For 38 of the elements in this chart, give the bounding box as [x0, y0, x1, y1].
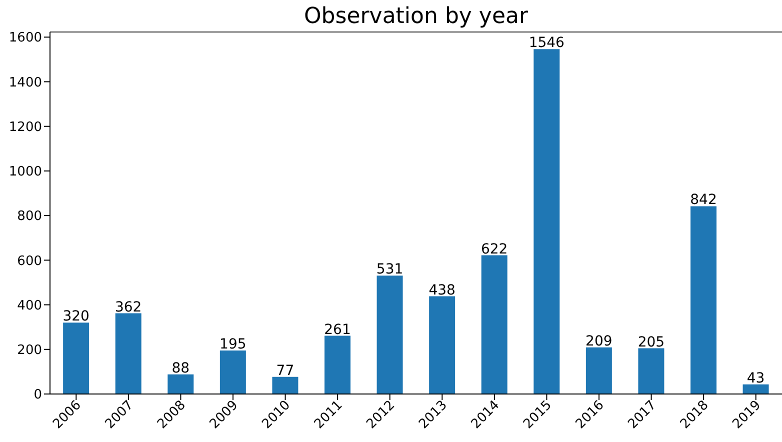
data-label: 205	[638, 334, 665, 350]
y-tick-label: 800	[17, 209, 42, 224]
bar	[324, 336, 350, 394]
y-tick-label: 200	[17, 343, 42, 358]
bar	[534, 49, 560, 394]
bar	[168, 374, 194, 394]
bar	[115, 313, 142, 394]
y-tick-label: 1400	[8, 75, 42, 90]
chart-title: Observation by year	[302, 4, 530, 29]
y-tick-label: 1200	[8, 120, 42, 135]
data-label: 438	[428, 282, 456, 298]
data-label: 77	[276, 362, 294, 379]
bar	[690, 206, 716, 394]
data-label: 209	[586, 333, 612, 350]
bar	[586, 347, 612, 394]
y-tick-label: 0	[34, 388, 42, 403]
data-label: 362	[114, 299, 142, 316]
data-label: 1546	[528, 35, 565, 52]
bar	[63, 322, 90, 394]
data-label: 320	[62, 308, 90, 325]
data-label: 531	[376, 262, 404, 278]
y-tick-label: 1600	[8, 30, 42, 46]
y-tick-label: 600	[17, 254, 42, 269]
data-label: 43	[746, 370, 765, 386]
bar	[638, 348, 664, 394]
bar	[272, 376, 298, 394]
data-label: 842	[690, 192, 717, 208]
data-label: 261	[324, 322, 351, 338]
bar	[429, 296, 456, 394]
y-tick-label: 400	[17, 298, 42, 314]
bar	[220, 350, 246, 394]
data-label: 195	[220, 336, 246, 353]
bar	[481, 255, 508, 394]
data-label: 88	[172, 360, 190, 376]
bar	[376, 276, 403, 394]
y-tick-label: 1000	[8, 164, 42, 180]
data-label: 622	[480, 241, 508, 258]
bar	[742, 384, 769, 394]
